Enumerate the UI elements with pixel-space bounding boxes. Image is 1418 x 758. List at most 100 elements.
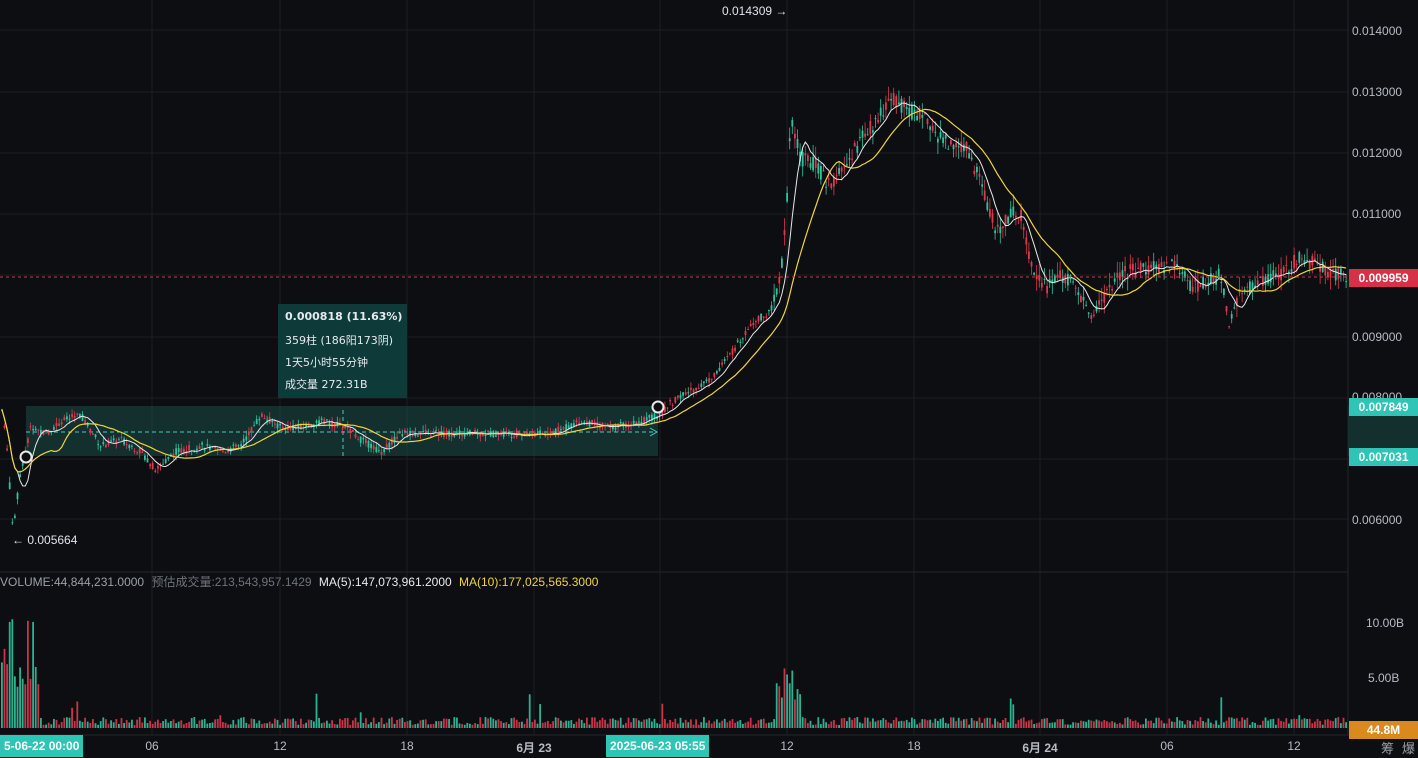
volume-bar [822, 718, 825, 728]
candle-body [1176, 263, 1178, 267]
candle-body [999, 226, 1002, 234]
candle-body [1282, 266, 1285, 273]
candle-body [981, 184, 983, 187]
volume-bar [1100, 721, 1103, 728]
candle-body [432, 431, 435, 433]
liquidation-icon[interactable]: 爆 [1402, 741, 1416, 756]
volume-bar [690, 719, 692, 728]
candle-body [151, 462, 154, 470]
candle-body [136, 452, 138, 454]
candle-body [669, 400, 671, 402]
candle-body [144, 455, 146, 460]
volume-bar [445, 718, 448, 728]
candle-body [674, 396, 677, 403]
candle-body [84, 420, 86, 424]
volume-bar [1051, 722, 1054, 728]
volume-bar [1012, 704, 1015, 728]
volume-bar [443, 718, 445, 728]
candle-body [1082, 296, 1085, 301]
volume-bar [297, 724, 300, 728]
volume-bar [547, 720, 549, 728]
candle-body [380, 451, 383, 455]
volume-bar [440, 721, 443, 728]
volume-bar [1301, 719, 1303, 728]
candle-body [801, 151, 804, 167]
ruler-icon[interactable]: 筹 [1381, 741, 1395, 756]
volume-bar [1308, 718, 1311, 728]
volume-bar [1111, 721, 1113, 728]
volume-bar [378, 722, 380, 728]
candle-body [162, 463, 164, 465]
volume-bar [926, 720, 929, 728]
volume-bar [882, 718, 885, 728]
candle-body [1165, 262, 1168, 264]
candle-body [856, 145, 859, 153]
volume-bar [50, 724, 53, 728]
candle-body [274, 423, 276, 425]
candle-body [913, 109, 916, 113]
volume-bar [783, 668, 786, 728]
candle-body [341, 428, 344, 430]
volume-bar [16, 686, 19, 728]
candle-body [1243, 289, 1246, 291]
candle-body [549, 431, 552, 435]
volume-bar [284, 718, 287, 728]
volume-bar [1249, 724, 1251, 728]
time-tick: 12 [273, 739, 287, 753]
candle-body [1056, 274, 1059, 277]
volume-bar [703, 717, 705, 728]
candle-body [796, 139, 799, 148]
volume-bar [461, 724, 463, 728]
candle-body [66, 416, 68, 420]
candle-body [167, 456, 170, 460]
volume-bar [658, 724, 661, 728]
candle-body [604, 425, 606, 427]
candle-body [409, 431, 411, 436]
volume-bar [1217, 724, 1220, 728]
volume-bar [989, 717, 991, 728]
price-tick: 0.014000 [1352, 24, 1403, 38]
volume-bar [235, 724, 237, 728]
candle-body [1207, 282, 1210, 286]
volume-bar [401, 717, 404, 728]
volume-bar [193, 717, 196, 728]
volume-bar [398, 718, 401, 728]
candle-body [1129, 264, 1132, 269]
volume-bar [287, 718, 289, 728]
candle-body [708, 378, 710, 383]
volume-bar [664, 718, 666, 728]
volume-bar [456, 717, 458, 728]
volume-bar [851, 719, 853, 728]
candle-body [736, 340, 739, 342]
candle-body [1004, 214, 1007, 227]
volume-bar [32, 621, 34, 728]
volume-bar [734, 722, 736, 728]
volume-bar [1329, 720, 1332, 728]
candle-body [666, 407, 669, 409]
time-tick: 6月 23 [516, 741, 552, 755]
volume-bar [1321, 724, 1324, 728]
volume-bar [1150, 720, 1152, 728]
candle-body [721, 362, 723, 365]
candle-body [1134, 271, 1137, 278]
measure-start-point [19, 450, 33, 464]
candle-body [554, 428, 557, 435]
candle-body [47, 431, 50, 435]
volume-legend: VOLUME:44,844,231.0000 预估成交量:213,543,957… [0, 573, 602, 590]
volume-bar [422, 719, 424, 728]
candle-body [271, 421, 274, 423]
volume-bar [8, 621, 11, 728]
volume-bar [1025, 721, 1028, 728]
volume-bar [414, 724, 417, 728]
candle-body [1220, 282, 1223, 284]
volume-bar [146, 723, 149, 728]
volume-bar [1324, 719, 1327, 728]
candle-body [1108, 284, 1111, 288]
volume-bar [596, 721, 599, 728]
volume-bar [1171, 721, 1173, 728]
volume-bar [326, 720, 328, 728]
candle-body [1090, 315, 1093, 319]
volume-bar [736, 721, 739, 728]
time-tick: 18 [907, 739, 921, 753]
